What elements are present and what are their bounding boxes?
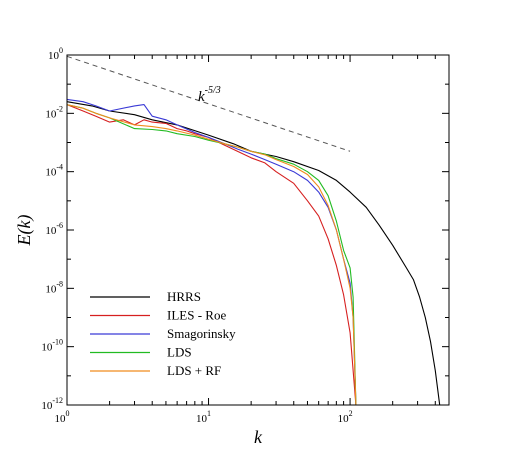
legend-label-0: HRRS xyxy=(167,289,201,304)
y-tick-label: 10-2 xyxy=(45,104,63,120)
legend-label-2: Smagorinsky xyxy=(167,326,236,341)
legend-label-1: ILES - Roe xyxy=(167,308,226,323)
x-tick-label: 101 xyxy=(196,409,211,425)
axis-ticks xyxy=(66,54,450,406)
legend: HRRS ILES - Roe Smagorinsky LDS LDS + RF xyxy=(90,289,236,378)
reference-slope-line xyxy=(66,55,351,152)
y-tick-label: 10-12 xyxy=(41,396,63,412)
y-tick-label: 100 xyxy=(48,46,63,62)
slope-annotation: k-5/3 xyxy=(198,85,221,105)
y-tick-label: 10-4 xyxy=(45,163,63,179)
x-tick-label: 102 xyxy=(338,409,353,425)
y-tick-label: 10-10 xyxy=(41,338,63,354)
series-lines xyxy=(66,98,441,406)
y-tick-labels: 100 10-2 10-4 10-6 10-8 10-10 10-12 xyxy=(41,46,63,412)
slope-annotation-exponent: -5/3 xyxy=(205,85,221,96)
x-tick-labels: 100 101 102 xyxy=(55,409,353,425)
series-line-0 xyxy=(66,101,441,406)
y-axis-label: E(k) xyxy=(14,215,35,247)
y-tick-label: 10-8 xyxy=(45,279,63,295)
x-axis-label: k xyxy=(254,427,263,447)
slope-annotation-base: k xyxy=(198,89,205,105)
y-tick-label: 10-6 xyxy=(45,221,63,237)
x-tick-label: 100 xyxy=(55,409,70,425)
legend-label-4: LDS + RF xyxy=(167,363,221,378)
series-line-4 xyxy=(66,104,357,406)
legend-label-3: LDS xyxy=(167,345,192,360)
slope-reference-dashed-line xyxy=(66,55,351,152)
